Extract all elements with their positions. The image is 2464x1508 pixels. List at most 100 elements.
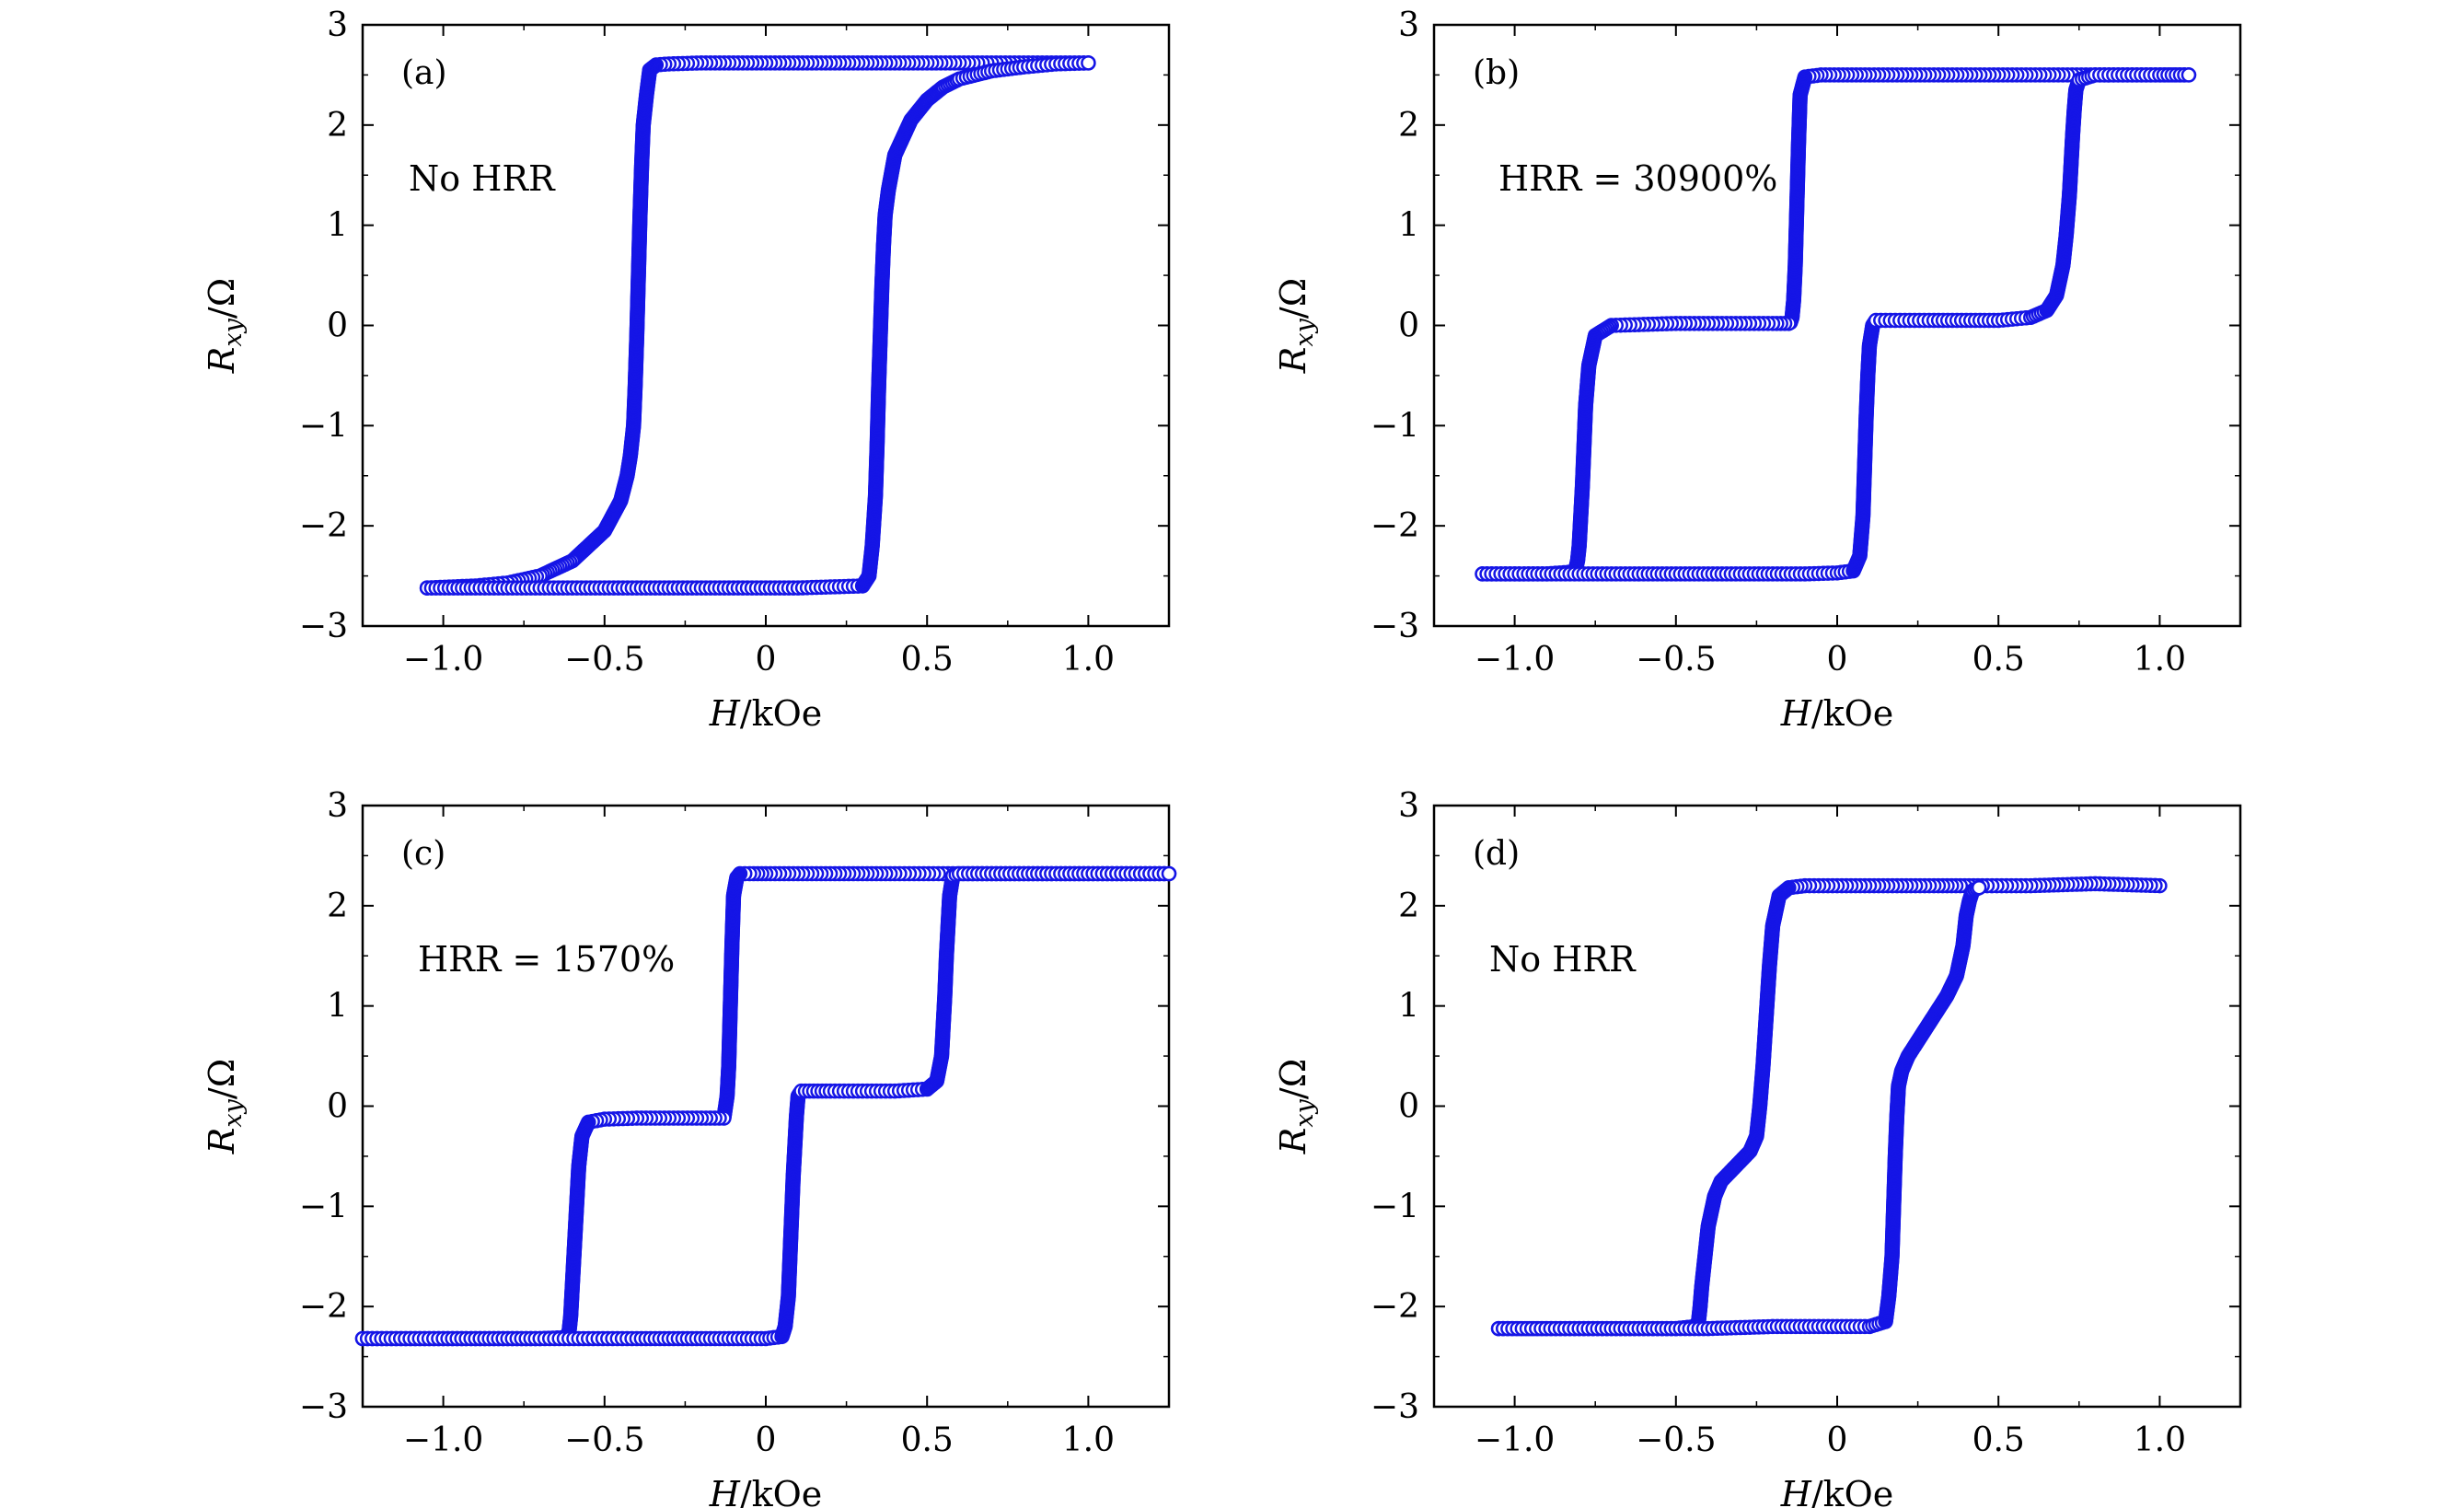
y-axis-title: Rxy/Ω — [202, 278, 248, 374]
series-ascending — [419, 55, 1096, 596]
panel-annotation: No HRR — [1489, 939, 1637, 980]
panel-d: −1.0 −0.5 0 0.5 1.0 −3 −2 −1 0 1 2 3 H/kOe Rxy/Ω (d) No… — [1273, 787, 2242, 1508]
x-axis-title: H/kOe — [1780, 1474, 1894, 1508]
y-tick-label: −1 — [1371, 1188, 1419, 1225]
x-axis-var: H — [709, 693, 741, 734]
x-axis-var: H — [709, 1474, 741, 1508]
panel-annotation: No HRR — [409, 158, 556, 199]
y-axis-unit: /Ω — [202, 1059, 242, 1099]
y-axis-unit: /Ω — [1273, 1059, 1313, 1099]
x-tick-label: 0.5 — [1972, 1421, 2025, 1459]
panel-letter: (a) — [401, 54, 447, 92]
x-tick-label: 0 — [756, 641, 777, 679]
x-tick-label: −1.0 — [1475, 641, 1555, 679]
y-tick-label: −1 — [299, 1188, 348, 1225]
plot-frame — [1432, 804, 2242, 1409]
y-tick-label: −1 — [1371, 407, 1419, 445]
plot-frame — [1432, 23, 2242, 628]
y-axis-var: R — [202, 1128, 242, 1155]
y-tick-label: −2 — [299, 507, 348, 545]
x-tick-label: 1.0 — [2134, 1421, 2186, 1459]
data-point — [2181, 67, 2197, 83]
panel-c: −1.0 −0.5 0 0.5 1.0−3−2−10123H/kOeRxy/Ω(c)HR… — [202, 787, 1177, 1508]
y-tick-label: 1 — [327, 988, 348, 1026]
y-tick-label: 3 — [327, 6, 348, 44]
series-descending — [1475, 67, 2197, 582]
x-tick-label: 0 — [1827, 1421, 1848, 1459]
panel-letter: (d) — [1473, 835, 1520, 873]
x-tick-label: 0 — [1827, 641, 1848, 679]
x-tick-label: −1.0 — [403, 1421, 483, 1459]
x-tick-label: 0.5 — [1972, 641, 2025, 679]
y-axis-sub: xy — [219, 1098, 248, 1127]
y-axis-var: R — [1273, 347, 1313, 375]
y-tick-label: 1 — [1398, 207, 1419, 245]
y-tick-label: −3 — [1371, 1388, 1419, 1426]
x-tick-label: −0.5 — [1636, 641, 1716, 679]
y-tick-label: 0 — [327, 307, 348, 345]
x-axis-title: H/kOe — [709, 693, 823, 734]
y-tick-label: −3 — [299, 608, 348, 645]
x-tick-label: 0 — [756, 1421, 777, 1459]
x-axis-unit: /kOe — [1811, 693, 1893, 734]
plot-frame — [361, 23, 1171, 628]
y-axis-sub: xy — [1290, 318, 1319, 346]
x-axis-var: H — [1780, 1474, 1812, 1508]
y-axis-sub: xy — [1290, 1098, 1319, 1127]
y-tick-label: 3 — [1398, 6, 1419, 44]
y-axis-unit: /Ω — [202, 278, 242, 319]
y-axis-var: R — [202, 347, 242, 375]
x-tick-label: −0.5 — [564, 641, 644, 679]
x-tick-label: −1.0 — [403, 641, 483, 679]
x-tick-label: −0.5 — [564, 1421, 644, 1459]
y-tick-label: 1 — [327, 207, 348, 245]
x-tick-label: 1.0 — [1062, 1421, 1115, 1459]
data-point — [1161, 865, 1177, 882]
y-tick-label: −2 — [1371, 1288, 1419, 1326]
plot-frame — [361, 804, 1171, 1409]
y-tick-label: 0 — [1398, 307, 1419, 345]
y-tick-label: 3 — [327, 787, 348, 825]
y-axis-title: Rxy/Ω — [202, 1059, 248, 1154]
x-tick-label: 1.0 — [2134, 641, 2186, 679]
y-tick-label: −3 — [299, 1388, 348, 1426]
y-tick-label: 1 — [1398, 988, 1419, 1026]
data-point — [1971, 879, 1987, 896]
y-tick-label: 3 — [1398, 787, 1419, 825]
x-axis-title: H/kOe — [709, 1474, 823, 1508]
y-tick-label: −1 — [299, 407, 348, 445]
x-tick-label: 0.5 — [901, 641, 954, 679]
y-tick-label: 0 — [1398, 1088, 1419, 1126]
y-tick-label: 2 — [327, 887, 348, 925]
y-axis-sub: xy — [219, 318, 248, 346]
data-point — [1081, 55, 1096, 71]
panel-annotation: HRR = 30900% — [1498, 158, 1777, 199]
panel-annotation: HRR = 1570% — [418, 939, 675, 980]
series-line — [427, 62, 1089, 589]
panel-b: −1.0 −0.5 0 0.5 1.0−3−2−10123H/kOeRxy/Ω(b)HR… — [1273, 6, 2242, 734]
panel-letter: (c) — [401, 835, 445, 873]
y-axis-unit: /Ω — [1273, 278, 1313, 319]
y-tick-label: −2 — [1371, 507, 1419, 545]
x-axis-unit: /kOe — [740, 1474, 822, 1508]
x-tick-label: 1.0 — [1062, 641, 1115, 679]
x-tick-label: 0.5 — [901, 1421, 954, 1459]
panel-letter: (b) — [1473, 54, 1520, 92]
y-tick-label: 2 — [1398, 887, 1419, 925]
y-tick-label: −3 — [1371, 608, 1419, 645]
series-descending — [419, 55, 1096, 596]
y-tick-label: 2 — [327, 107, 348, 145]
x-tick-label: −0.5 — [1636, 1421, 1716, 1459]
x-tick-label: −1.0 — [1475, 1421, 1555, 1459]
y-axis-title: Rxy/Ω — [1273, 278, 1319, 374]
y-axis-var: R — [1273, 1128, 1313, 1155]
series-line — [427, 62, 1089, 589]
y-tick-label: 2 — [1398, 107, 1419, 145]
panel-a: −1.0 −0.5 0 0.5 1.0 −3 −2 −1 0 1 2 3 H/kOe Rxy/Ω (a) No… — [202, 6, 1171, 734]
x-axis-title: H/kOe — [1780, 693, 1894, 734]
x-axis-var: H — [1780, 693, 1812, 734]
y-tick-label: −2 — [299, 1288, 348, 1326]
y-axis-title: Rxy/Ω — [1273, 1059, 1319, 1154]
x-axis-unit: /kOe — [740, 693, 822, 734]
